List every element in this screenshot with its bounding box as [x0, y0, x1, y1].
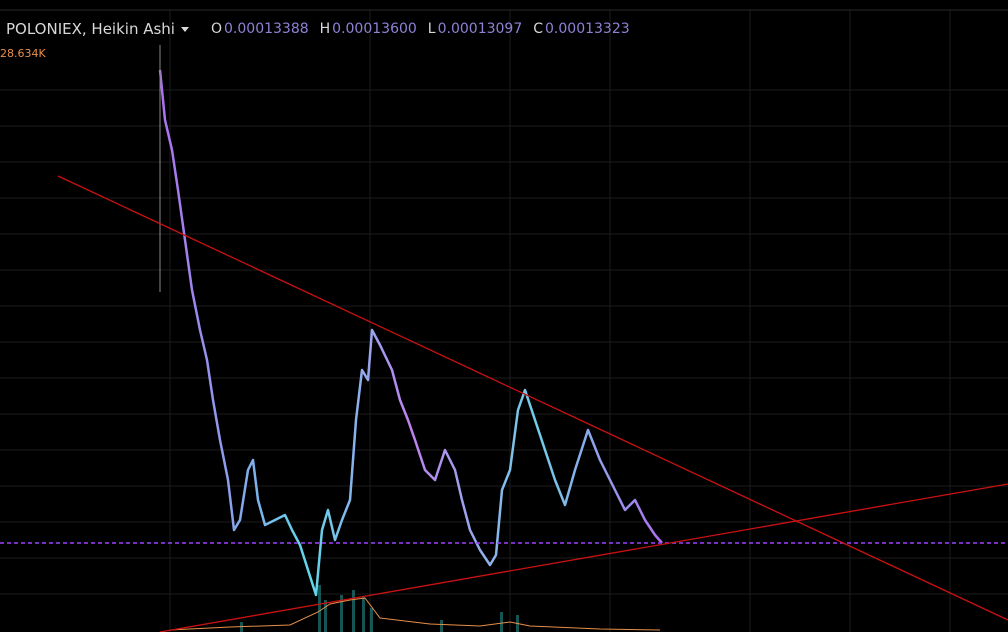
ohlc-value: 0.00013600	[332, 21, 417, 37]
symbol-text: POLONIEX, Heikin Ashi	[6, 20, 175, 38]
caret	[180, 27, 189, 32]
resistance-trendline	[57, 175, 1008, 621]
symbol-legend: POLONIEX, Heikin Ashi O 0.00013388 H 0.000…	[6, 20, 641, 38]
ohlc-key: L	[427, 21, 436, 37]
ohlc-key: O	[210, 21, 223, 37]
ohlc-value: 0.00013097	[437, 21, 523, 37]
volume-average	[169, 597, 661, 631]
symbol-selector[interactable]: POLONIEX, Heikin Ashi	[6, 20, 189, 38]
ohlc-key: H	[319, 21, 331, 37]
price-series	[158, 69, 663, 597]
support-trendline	[159, 483, 1008, 632]
volume-label: 28.634K	[0, 47, 46, 60]
ohlc-value: 0.00013388	[224, 21, 309, 37]
ohlc-value: 0.00013323	[545, 21, 630, 37]
background	[0, 10, 1008, 632]
ohlc-key: C	[533, 21, 544, 37]
grid	[0, 10, 1008, 632]
